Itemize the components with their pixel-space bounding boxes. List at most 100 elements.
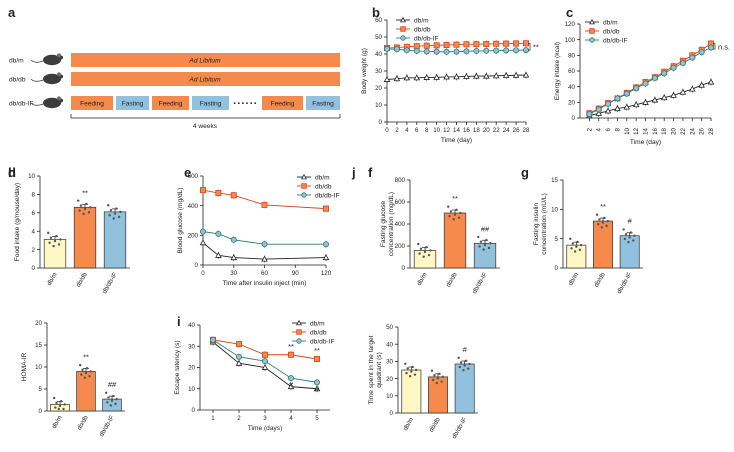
sample-dot-d xyxy=(82,212,85,216)
sample-dot-j xyxy=(467,367,470,370)
x-tick-label-b: 16 xyxy=(463,127,470,134)
data-point-c xyxy=(661,70,668,77)
y-tick-label-d: 8 xyxy=(32,192,36,199)
y-tick-label-b: 40 xyxy=(375,51,382,58)
data-point-c xyxy=(698,49,705,56)
panel-a-group-label: db/m xyxy=(9,58,24,65)
sample-dot-f xyxy=(422,255,425,258)
sample-dot-f xyxy=(485,238,488,242)
sample-dot-h xyxy=(83,376,87,379)
data-point-c xyxy=(708,44,715,51)
sample-dot-h xyxy=(88,374,91,378)
data-point-c xyxy=(689,54,696,61)
sample-dot-g xyxy=(576,240,579,244)
sample-dot-d xyxy=(115,207,118,210)
x-tick-label-b: 24 xyxy=(503,127,510,134)
y-tick-label-j: 30 xyxy=(386,359,393,366)
mouse-icon xyxy=(43,97,61,109)
x-tick-label-b: 14 xyxy=(453,127,460,134)
fasting-segment-label: Fasting xyxy=(122,101,144,108)
legend-label-e: db/db-IF xyxy=(315,192,340,199)
legend-marker-i xyxy=(296,319,302,326)
x-tick-label-b: 2 xyxy=(395,127,399,134)
panel-label-h: h xyxy=(8,165,16,180)
legend-marker-i xyxy=(296,338,302,344)
legend-label-b: db/db xyxy=(414,26,431,33)
x-tick-label-c: 2 xyxy=(586,127,593,131)
data-point-e xyxy=(199,187,206,194)
panel-label-a: a xyxy=(8,5,16,20)
data-point-b xyxy=(393,75,401,82)
data-point-b xyxy=(463,48,470,55)
significance-marker-i: ** xyxy=(288,342,294,351)
x-tick-label-c: 22 xyxy=(680,127,687,134)
y-tick-label-i: 0 xyxy=(192,407,196,414)
x-tick-label-b: 8 xyxy=(425,127,429,134)
sample-dot-h xyxy=(107,396,110,399)
x-tick-label-f: db/db xyxy=(445,271,459,288)
sample-dot-h xyxy=(111,394,115,398)
sample-dot-g xyxy=(570,247,573,250)
sample-dot-j xyxy=(414,368,418,372)
sample-dot-g xyxy=(606,219,609,223)
data-point-b xyxy=(393,46,400,53)
y-tick-label-h: 10 xyxy=(35,364,42,371)
significance-marker-g: ** xyxy=(600,202,606,211)
sample-dot-j xyxy=(433,374,436,377)
sample-dot-f xyxy=(449,210,453,213)
sample-dot-g xyxy=(603,216,606,220)
y-axis-label-d: Food intake (g/mouse/day) xyxy=(14,183,21,261)
data-point-e xyxy=(230,254,238,261)
sample-dot-g xyxy=(628,236,631,239)
x-tick-label-c: 20 xyxy=(671,127,678,134)
data-point-e xyxy=(261,201,268,208)
data-point-c xyxy=(633,85,640,92)
sample-dot-h xyxy=(59,400,63,403)
x-tick-label-e: 120 xyxy=(321,270,332,277)
sample-dot-j xyxy=(435,381,438,385)
sample-dot-j xyxy=(463,364,466,367)
y-axis-label-j: Time spent in the target xyxy=(368,335,375,404)
significance-bracket-c xyxy=(713,43,716,50)
x-tick-label-b: 18 xyxy=(473,127,480,134)
x-tick-label-b: 6 xyxy=(415,127,419,134)
y-tick-label-c: 0 xyxy=(572,115,576,122)
y-tick-label-d: 2 xyxy=(32,247,36,254)
sample-dot-g xyxy=(598,218,601,221)
data-point-e xyxy=(215,230,222,237)
fasting-segment xyxy=(306,96,340,110)
legend-label-e: db/m xyxy=(315,174,330,181)
sample-dot-d xyxy=(87,211,91,214)
x-tick-label-d: db/m xyxy=(46,272,59,287)
y-tick-label-h: 20 xyxy=(35,320,42,327)
panel-a-group-label: db/db xyxy=(9,77,26,84)
data-point-b xyxy=(503,40,510,47)
sample-dot-h xyxy=(58,404,62,408)
x-tick-label-c: 28 xyxy=(708,127,715,134)
sample-dot-j xyxy=(441,375,444,379)
y-tick-label-d: 4 xyxy=(32,228,36,235)
data-point-b xyxy=(502,71,510,78)
legend-marker-e xyxy=(301,183,307,189)
sample-dot-d xyxy=(113,212,117,215)
data-point-b xyxy=(483,72,490,79)
x-tick-label-b: 20 xyxy=(483,127,490,134)
y-tick-label-i: 30 xyxy=(188,343,195,350)
legend-marker-b xyxy=(400,35,406,41)
y-axis-label-g: concentration (mU/L) xyxy=(541,193,548,255)
sample-dot-d xyxy=(85,202,88,206)
ellipsis-dots: • • • • • • xyxy=(233,101,257,108)
y-axis-label-e: Blood glucose (mg/dL) xyxy=(177,188,184,254)
data-point-b xyxy=(383,45,390,52)
x-tick-label-f: db/m xyxy=(416,272,429,287)
sample-dot-g xyxy=(633,234,636,237)
y-tick-label-c: 40 xyxy=(568,84,575,91)
x-tick-label-c: 14 xyxy=(643,127,650,134)
panel-label-i: i xyxy=(177,314,181,329)
y-tick-label-j: 20 xyxy=(386,376,393,383)
fasting-segment-label: Fasting xyxy=(200,101,222,108)
bar-dbm xyxy=(566,244,587,269)
data-point-c xyxy=(689,85,696,92)
y-tick-label-c: 20 xyxy=(568,100,575,107)
sample-dot-g xyxy=(571,242,574,245)
